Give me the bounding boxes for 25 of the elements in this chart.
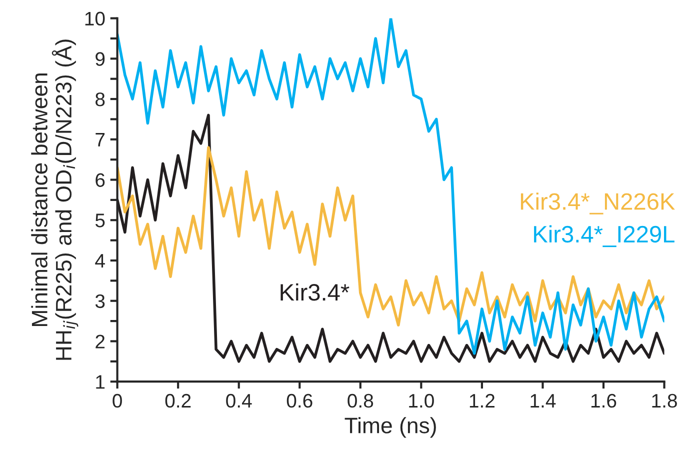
- text: Kir3.4*_N226K: [520, 192, 675, 214]
- y-tick-label: 8: [96, 92, 105, 106]
- x-tick-label: 0.2: [165, 394, 191, 408]
- y-tick-label: 2: [96, 334, 105, 348]
- x-tick-label: 0: [112, 394, 122, 408]
- x-tick-label: 1.2: [470, 394, 494, 408]
- y-tick-label: 4: [95, 254, 105, 268]
- y-tick-label: 1: [96, 375, 105, 389]
- y-tick-label: 5: [95, 214, 105, 228]
- x-tick-label: 0.8: [348, 394, 374, 408]
- series-label: Kir3.4*: [280, 283, 350, 301]
- y-tick-label: 7: [96, 133, 105, 146]
- x-tick-label: 0.6: [286, 394, 312, 408]
- y-tick-label: 9: [96, 52, 105, 66]
- x-tick-label: 1.8: [652, 394, 677, 408]
- x-tick-label: 1.0: [409, 394, 434, 408]
- text: Kir3.4*_I229L: [534, 225, 674, 248]
- y-axis-title: Minimal distance between HH$_{ij}$(R225) and OD$_{i}$(D/N223) (Å): [31, 40, 78, 360]
- y-tick-label: 6: [96, 173, 105, 187]
- x-tick-label: 0.4: [226, 394, 252, 408]
- x-tick-label: 1.4: [530, 394, 556, 408]
- x-axis-title: Time (ns): [344, 417, 436, 438]
- x-tick-label: 1.6: [591, 394, 616, 408]
- y-tick-label: 10: [85, 12, 105, 26]
- y-tick-label: 3: [95, 294, 105, 308]
